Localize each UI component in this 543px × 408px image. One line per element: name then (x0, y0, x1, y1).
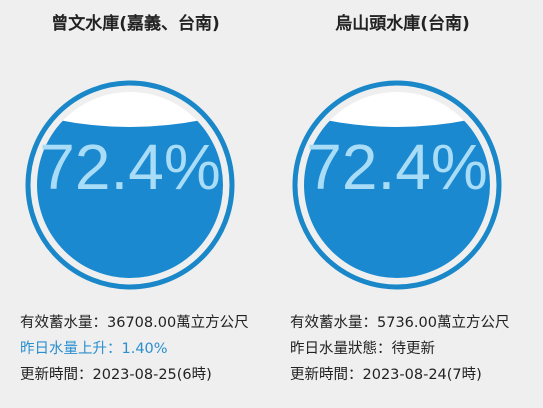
reservoir-card: 烏山頭水庫(台南) 72.4% 有效蓄水量：5736.00萬立方公尺 昨日水量狀… (267, 0, 538, 408)
water (304, 112, 490, 278)
water (37, 112, 223, 278)
info-line: 有效蓄水量：36708.00萬立方公尺 (20, 315, 249, 331)
gauge-ring (25, 80, 235, 290)
gauge-ring (292, 80, 502, 290)
info-line: 有效蓄水量：5736.00萬立方公尺 (290, 315, 510, 331)
info-line: 更新時間：2023-08-24(7時) (290, 367, 482, 383)
percent: 72.4% (39, 131, 220, 203)
percent: 72.4% (306, 131, 487, 203)
card-title: 烏山頭水庫(台南) (335, 14, 470, 34)
reservoir-card: 曾文水庫(嘉義、台南) 72.4% 有效蓄水量：36708.00萬立方公尺 昨日… (0, 0, 271, 408)
gauge: 72.4% (25, 80, 235, 290)
info-line: 更新時間：2023-08-25(6時) (20, 367, 212, 383)
card-title: 曾文水庫(嘉義、台南) (51, 14, 220, 34)
gauge: 72.4% (292, 80, 502, 290)
info-line: 昨日水量狀態：待更新 (290, 341, 435, 357)
info-line: 昨日水量上升：1.40% (20, 341, 168, 357)
